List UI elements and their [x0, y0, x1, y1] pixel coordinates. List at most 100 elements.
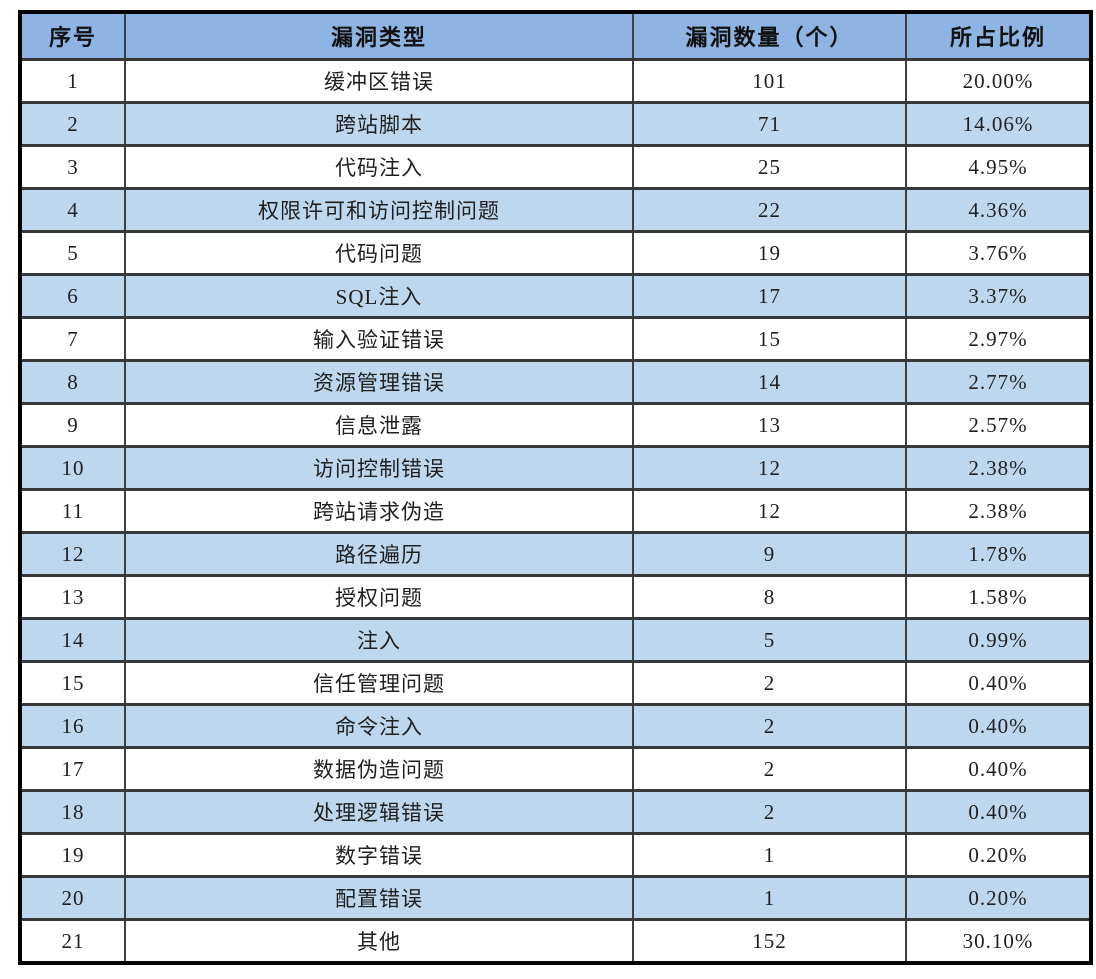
table-row: 9 信息泄露 13 2.57%: [19, 402, 1092, 448]
table-row: 7 输入验证错误 15 2.97%: [19, 316, 1092, 362]
percentage-cell: 4.95%: [905, 144, 1092, 190]
vuln-type-cell: 代码问题: [124, 230, 634, 276]
row-index-cell: 17: [19, 746, 126, 792]
vuln-count-cell: 101: [632, 58, 907, 104]
vuln-type-cell: 缓冲区错误: [124, 58, 634, 104]
vuln-count-cell: 1: [632, 832, 907, 878]
row-index-cell: 21: [19, 918, 126, 965]
vuln-type-cell: 资源管理错误: [124, 359, 634, 405]
percentage-cell: 1.58%: [905, 574, 1092, 620]
vuln-type-cell: 数据伪造问题: [124, 746, 634, 792]
table-row: 13 授权问题 8 1.58%: [19, 574, 1092, 620]
vuln-type-cell: SQL注入: [124, 273, 634, 319]
percentage-cell: 0.20%: [905, 832, 1092, 878]
vuln-count-cell: 25: [632, 144, 907, 190]
row-index-cell: 10: [19, 445, 126, 491]
vuln-count-cell: 152: [632, 918, 907, 965]
percentage-cell: 14.06%: [905, 101, 1092, 147]
percentage-cell: 3.76%: [905, 230, 1092, 276]
percentage-cell: 2.38%: [905, 488, 1092, 534]
vuln-type-cell: 路径遍历: [124, 531, 634, 577]
vuln-count-cell: 2: [632, 660, 907, 706]
vuln-count-cell: 15: [632, 316, 907, 362]
vuln-type-cell: 代码注入: [124, 144, 634, 190]
table-row: 5 代码问题 19 3.76%: [19, 230, 1092, 276]
table-row: 2 跨站脚本 71 14.06%: [19, 101, 1092, 147]
row-index-cell: 20: [19, 875, 126, 921]
percentage-cell: 0.20%: [905, 875, 1092, 921]
vuln-count-cell: 2: [632, 703, 907, 749]
table-row: 1 缓冲区错误 101 20.00%: [19, 58, 1092, 104]
vuln-count-cell: 22: [632, 187, 907, 233]
percentage-cell: 4.36%: [905, 187, 1092, 233]
vuln-type-cell: 配置错误: [124, 875, 634, 921]
percentage-cell: 0.40%: [905, 660, 1092, 706]
percentage-cell: 20.00%: [905, 58, 1092, 104]
percentage-cell: 2.57%: [905, 402, 1092, 448]
row-index-cell: 3: [19, 144, 126, 190]
vuln-count-cell: 12: [632, 445, 907, 491]
row-index-cell: 16: [19, 703, 126, 749]
row-index-cell: 15: [19, 660, 126, 706]
vuln-type-cell: 信息泄露: [124, 402, 634, 448]
row-index-cell: 14: [19, 617, 126, 663]
row-index-cell: 1: [19, 58, 126, 104]
vuln-type-cell: 授权问题: [124, 574, 634, 620]
percentage-cell: 0.99%: [905, 617, 1092, 663]
table-row: 16 命令注入 2 0.40%: [19, 703, 1092, 749]
table-row: 15 信任管理问题 2 0.40%: [19, 660, 1092, 706]
vuln-count-cell: 2: [632, 789, 907, 835]
row-index-cell: 7: [19, 316, 126, 362]
vuln-type-cell: 注入: [124, 617, 634, 663]
row-index-cell: 13: [19, 574, 126, 620]
table-row: 10 访问控制错误 12 2.38%: [19, 445, 1092, 491]
table-body: 1 缓冲区错误 101 20.00% 2 跨站脚本 71 14.06% 3 代码…: [19, 58, 1092, 965]
row-index-cell: 6: [19, 273, 126, 319]
vuln-count-cell: 2: [632, 746, 907, 792]
percentage-cell: 2.77%: [905, 359, 1092, 405]
table-row: 6 SQL注入 17 3.37%: [19, 273, 1092, 319]
vuln-count-cell: 14: [632, 359, 907, 405]
table-row: 11 跨站请求伪造 12 2.38%: [19, 488, 1092, 534]
vuln-count-cell: 13: [632, 402, 907, 448]
header-cell-index: 序号: [19, 10, 126, 61]
table-row: 20 配置错误 1 0.20%: [19, 875, 1092, 921]
table-row: 3 代码注入 25 4.95%: [19, 144, 1092, 190]
percentage-cell: 3.37%: [905, 273, 1092, 319]
vuln-count-cell: 9: [632, 531, 907, 577]
row-index-cell: 2: [19, 101, 126, 147]
row-index-cell: 4: [19, 187, 126, 233]
vuln-type-cell: 信任管理问题: [124, 660, 634, 706]
vuln-count-cell: 1: [632, 875, 907, 921]
vuln-type-cell: 其他: [124, 918, 634, 965]
vuln-count-cell: 19: [632, 230, 907, 276]
header-cell-type: 漏洞类型: [124, 10, 634, 61]
vuln-type-cell: 处理逻辑错误: [124, 789, 634, 835]
table-row: 21 其他 152 30.10%: [19, 918, 1092, 965]
percentage-cell: 0.40%: [905, 746, 1092, 792]
vuln-type-cell: 命令注入: [124, 703, 634, 749]
row-index-cell: 9: [19, 402, 126, 448]
row-index-cell: 8: [19, 359, 126, 405]
percentage-cell: 1.78%: [905, 531, 1092, 577]
table-row: 18 处理逻辑错误 2 0.40%: [19, 789, 1092, 835]
header-cell-percentage: 所占比例: [905, 10, 1092, 61]
vuln-count-cell: 12: [632, 488, 907, 534]
percentage-cell: 0.40%: [905, 703, 1092, 749]
table-row: 17 数据伪造问题 2 0.40%: [19, 746, 1092, 792]
vuln-count-cell: 71: [632, 101, 907, 147]
vuln-type-cell: 数字错误: [124, 832, 634, 878]
row-index-cell: 11: [19, 488, 126, 534]
row-index-cell: 18: [19, 789, 126, 835]
percentage-cell: 30.10%: [905, 918, 1092, 965]
vuln-type-cell: 跨站请求伪造: [124, 488, 634, 534]
percentage-cell: 2.97%: [905, 316, 1092, 362]
vuln-count-cell: 5: [632, 617, 907, 663]
table-row: 12 路径遍历 9 1.78%: [19, 531, 1092, 577]
table-row: 4 权限许可和访问控制问题 22 4.36%: [19, 187, 1092, 233]
vulnerability-stats-table: 序号 漏洞类型 漏洞数量（个） 所占比例 1 缓冲区错误 101 20.00% …: [18, 10, 1093, 965]
vuln-count-cell: 17: [632, 273, 907, 319]
row-index-cell: 12: [19, 531, 126, 577]
percentage-cell: 0.40%: [905, 789, 1092, 835]
